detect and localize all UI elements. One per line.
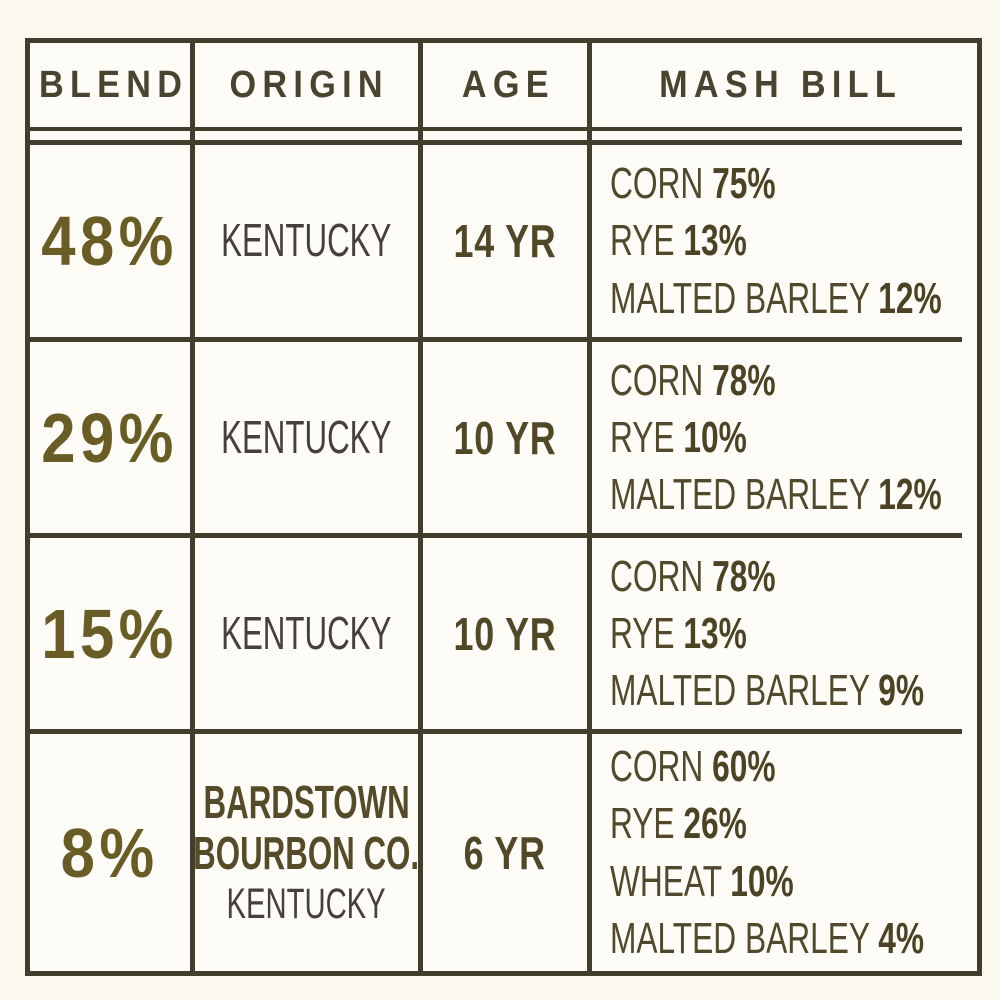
grain-percentage: 9% [878,666,924,716]
age-cell: 14 YR [423,145,592,342]
grain-percentage: 78% [712,355,776,405]
grain-percentage: 26% [683,799,747,849]
grain-name: MALTED BARLEY [610,666,879,716]
header-double-rule-segment [423,131,592,145]
origin-cell: KENTUCKY [195,342,423,538]
mash-bill-line: RYE 13% [610,212,800,269]
age-cell: 6 YR [423,734,592,971]
header-cell-mash-bill: MASH BILL [592,43,962,131]
mash-bill-cell: CORN 78% RYE 13% MALTED BARLEY 9% [592,538,962,734]
grain-name: MALTED BARLEY [610,913,879,963]
grain-percentage: 12% [878,470,942,520]
grain-percentage: 10% [683,412,747,462]
origin-cell: KENTUCKY [195,145,423,342]
header-double-rule-segment [592,131,962,145]
blend-cell: 29% [30,342,195,538]
header-cell-age: AGE [423,43,592,131]
blend-cell: 15% [30,538,195,734]
grain-percentage: 10% [730,856,794,906]
blend-cell: 48% [30,145,195,342]
age-value: 10 YR [453,607,557,660]
mash-bill-line: MALTED BARLEY 4% [610,910,962,967]
grain-name: MALTED BARLEY [610,273,879,323]
blend-table: BLEND ORIGIN AGE MASH BILL 48% KENTUCKY 14… [25,38,982,976]
header-label-origin: ORIGIN [229,63,390,106]
origin-line: BARDSTOWN [203,775,410,828]
grain-percentage: 78% [712,551,776,601]
age-value: 10 YR [453,411,557,464]
blend-value: 29% [41,398,179,477]
header-label-mash-bill: MASH BILL [658,63,902,106]
grain-name: CORN [610,159,713,209]
header-cell-origin: ORIGIN [195,43,423,131]
grain-name: RYE [610,216,684,266]
mash-bill-line: WHEAT 10% [610,853,865,910]
mash-bill-line: RYE 10% [610,409,800,466]
origin-line: BOURBON CO. [195,827,420,880]
header-label-age: AGE [461,63,555,106]
grain-name: WHEAT [610,856,731,906]
origin-cell: BARDSTOWN BOURBON CO. KENTUCKY [195,734,423,971]
mash-bill-cell: CORN 78% RYE 10% MALTED BARLEY 12% [592,342,962,538]
origin-line: KENTUCKY [226,879,387,928]
mash-bill-line: CORN 78% [610,548,840,605]
header-cell-blend: BLEND [30,43,195,131]
origin-cell: KENTUCKY [195,538,423,734]
blend-value: 48% [41,202,179,280]
age-value: 14 YR [453,215,557,267]
age-cell: 10 YR [423,342,592,538]
grain-percentage: 13% [683,216,747,266]
grain-name: CORN [610,355,713,405]
origin-line: KENTUCKY [221,606,392,659]
grain-name: RYE [610,608,684,658]
mash-bill-line: CORN 60% [610,738,840,795]
grain-name: MALTED BARLEY [610,470,879,520]
age-cell: 10 YR [423,538,592,734]
grain-name: CORN [610,742,713,792]
grain-name: CORN [610,551,713,601]
header-double-rule-segment [195,131,423,145]
origin-line: KENTUCKY [221,410,392,463]
header-double-rule-segment [30,131,195,145]
mash-bill-line: CORN 75% [610,155,840,212]
mash-bill-line: MALTED BARLEY 9% [610,662,962,719]
mash-bill-cell: CORN 75% RYE 13% MALTED BARLEY 12% [592,145,962,342]
mash-bill-line: RYE 13% [610,605,800,662]
age-value: 6 YR [463,826,547,879]
mash-bill-line: RYE 26% [610,795,800,852]
mash-bill-cell: CORN 60% RYE 26% WHEAT 10% MALTED BARLEY 4% [592,734,962,971]
grain-percentage: 4% [878,913,924,963]
grain-percentage: 13% [683,608,747,658]
mash-bill-line: MALTED BARLEY 12% [610,466,962,523]
mash-bill-line: CORN 78% [610,352,840,409]
origin-line: KENTUCKY [221,214,392,267]
grain-name: RYE [610,799,684,849]
header-label-blend: BLEND [38,63,188,106]
grain-percentage: 12% [878,273,942,323]
grain-name: RYE [610,412,684,462]
grain-percentage: 60% [712,742,776,792]
mash-bill-line: MALTED BARLEY 12% [610,270,962,327]
blend-cell: 8% [30,734,195,971]
blend-value: 8% [61,813,159,892]
blend-value: 15% [41,594,179,673]
grain-percentage: 75% [712,159,776,209]
